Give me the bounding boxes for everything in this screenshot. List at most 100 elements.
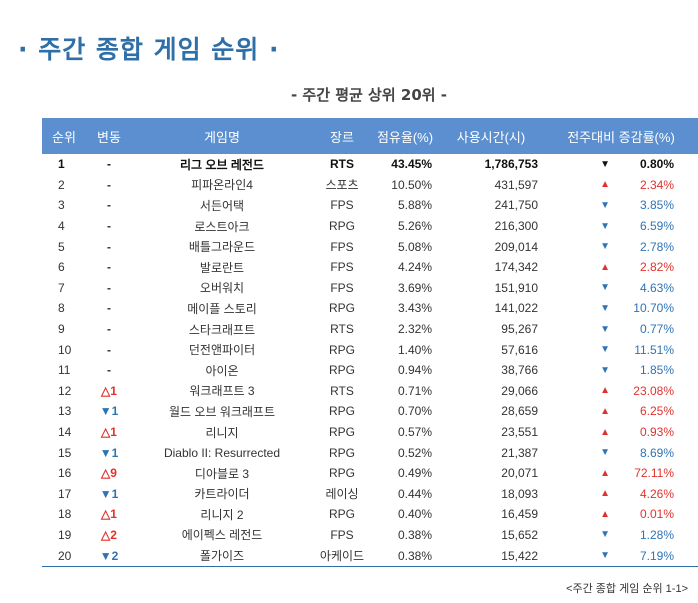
trend-arrow-icon: ▲ [600, 261, 610, 273]
weekly-change-cell: 2.82% [639, 260, 674, 275]
genre-cell: 아케이드 [312, 545, 372, 567]
playtime-cell: 174,342 [494, 260, 538, 275]
rank-cell: 15 [58, 445, 72, 460]
table-row: 6 - 발로란트 FPS 4.24% 174,342 ▲ 2.82% [42, 257, 698, 278]
rank-cell: 6 [58, 260, 65, 275]
genre-cell: 레이싱 [325, 487, 359, 502]
trend-arrow-icon: ▼ [600, 241, 610, 253]
weekly-change-cell: 1.28% [639, 527, 674, 542]
trend-arrow-icon: ▼ [544, 545, 614, 567]
rank-cell: 1 [58, 157, 65, 172]
rank-change-cell: - [107, 363, 111, 378]
game-name-cell: 카트라이더 [194, 487, 250, 502]
trend-arrow-icon: ▼ [600, 529, 610, 541]
rank-change-cell: - [107, 239, 111, 254]
genre-cell: FPS [330, 198, 354, 213]
share-cell: 0.71% [397, 383, 432, 398]
header-genre: 장르 [312, 118, 372, 154]
table-row: 2 - 피파온라인4 스포츠 10.50% 431,597 ▲ 2.34% [42, 175, 698, 196]
trend-arrow-icon: ▲ [600, 426, 610, 438]
playtime-cell: 20,071 [501, 466, 538, 481]
weekly-change-cell: 72.11% [634, 466, 674, 481]
rank-change-cell: - [107, 219, 111, 234]
game-name-cell: 발로란트 [199, 260, 245, 275]
rank-change-cell: △1 [101, 425, 117, 440]
weekly-change-cell: 2.78% [639, 239, 674, 254]
playtime-cell: 16,459 [501, 507, 538, 522]
weekly-change-cell: 10.70% [633, 301, 674, 316]
rank-cell: 4 [58, 219, 65, 234]
rank-change-cell: - [107, 322, 111, 337]
rank-cell: 8 [58, 301, 65, 316]
weekly-change-cell: 0.80% [639, 157, 674, 172]
genre-cell: RTS [330, 322, 354, 337]
rank-change-cell: - [107, 342, 111, 357]
share-cell: 3.43% [397, 301, 432, 316]
trend-arrow-icon: ▼ [600, 323, 610, 335]
share-cell: 2.32% [397, 322, 432, 337]
rank-change-cell: △1 [101, 383, 117, 398]
rank-cell: 18 [58, 507, 72, 522]
weekly-change-cell: 8.69% [639, 445, 674, 460]
genre-cell: RPG [328, 342, 355, 357]
trend-arrow-icon: ▲ [600, 405, 610, 417]
weekly-change-cell: 23.08% [633, 383, 674, 398]
trend-arrow-icon: ▲ [600, 508, 610, 520]
genre-cell: RPG [328, 219, 355, 234]
game-name-cell: 리니지 [205, 425, 239, 440]
table-row: 18 △1 리니지 2 RPG 0.40% 16,459 ▲ 0.01% [42, 504, 698, 525]
genre-cell: RTS [330, 383, 354, 398]
share-cell: 4.24% [397, 260, 432, 275]
table-row: 16 △9 디아블로 3 RPG 0.49% 20,071 ▲ 72.11% [42, 463, 698, 484]
rank-cell: 2 [58, 177, 65, 192]
playtime-cell: 1,786,753 [484, 157, 538, 172]
table-row: 20 ▼2 폴가이즈 아케이드 0.38% 15,422 ▼ 7.19% [42, 545, 698, 567]
rank-change-cell: ▼1 [99, 404, 119, 419]
share-cell: 43.45% [391, 157, 432, 172]
playtime-cell: 57,616 [501, 342, 538, 357]
share-cell: 5.08% [397, 239, 432, 254]
trend-arrow-icon: ▼ [600, 158, 610, 170]
trend-arrow-icon: ▼ [600, 282, 610, 294]
genre-cell: FPS [330, 239, 354, 254]
share-cell: 0.38% [372, 545, 438, 567]
genre-cell: RTS [330, 157, 354, 172]
table-row: 12 △1 워크래프트 3 RTS 0.71% 29,066 ▲ 23.08% [42, 381, 698, 402]
game-name-cell: 리니지 2 [200, 507, 244, 522]
genre-cell: FPS [330, 260, 354, 275]
rank-cell: 16 [58, 466, 72, 481]
table-row: 5 - 배틀그라운드 FPS 5.08% 209,014 ▼ 2.78% [42, 236, 698, 257]
trend-arrow-icon: ▲ [600, 179, 610, 191]
genre-cell: RPG [328, 301, 355, 316]
trend-arrow-icon: ▼ [600, 364, 610, 376]
rank-cell: 14 [58, 425, 72, 440]
game-name-cell: 서든어택 [199, 198, 245, 213]
trend-arrow-icon: ▼ [600, 302, 610, 314]
table-row: 7 - 오버워치 FPS 3.69% 151,910 ▼ 4.63% [42, 278, 698, 299]
table-row: 14 △1 리니지 RPG 0.57% 23,551 ▲ 0.93% [42, 422, 698, 443]
playtime-cell: 216,300 [494, 219, 538, 234]
weekly-change-cell: 4.63% [639, 280, 674, 295]
table-row: 9 - 스타크래프트 RTS 2.32% 95,267 ▼ 0.77% [42, 319, 698, 340]
weekly-change-cell: 2.34% [639, 177, 674, 192]
playtime-cell: 209,014 [494, 239, 538, 254]
game-name-cell: 메이플 스토리 [187, 301, 257, 316]
share-cell: 0.70% [397, 404, 432, 419]
playtime-cell: 151,910 [494, 280, 538, 295]
playtime-cell: 241,750 [494, 198, 538, 213]
playtime-cell: 38,766 [501, 363, 538, 378]
share-cell: 5.88% [397, 198, 432, 213]
table-subtitle: - 주간 평균 상위 20위 - [290, 86, 448, 104]
playtime-cell: 141,022 [494, 301, 538, 316]
table-row: 4 - 로스트아크 RPG 5.26% 216,300 ▼ 6.59% [42, 216, 698, 237]
game-name-cell: 피파온라인4 [191, 178, 253, 193]
game-name-cell: Diablo II: Resurrected [163, 445, 281, 460]
rank-change-cell: ▼1 [99, 486, 119, 501]
playtime-cell: 95,267 [501, 322, 538, 337]
share-cell: 0.52% [397, 445, 432, 460]
rank-change-cell: ▼1 [99, 445, 119, 460]
playtime-cell: 28,659 [501, 404, 538, 419]
rank-change-cell: - [107, 198, 111, 213]
table-row: 1 - 리그 오브 레전드 RTS 43.45% 1,786,753 ▼ 0.80% [42, 154, 698, 175]
rank-cell: 3 [58, 198, 65, 213]
